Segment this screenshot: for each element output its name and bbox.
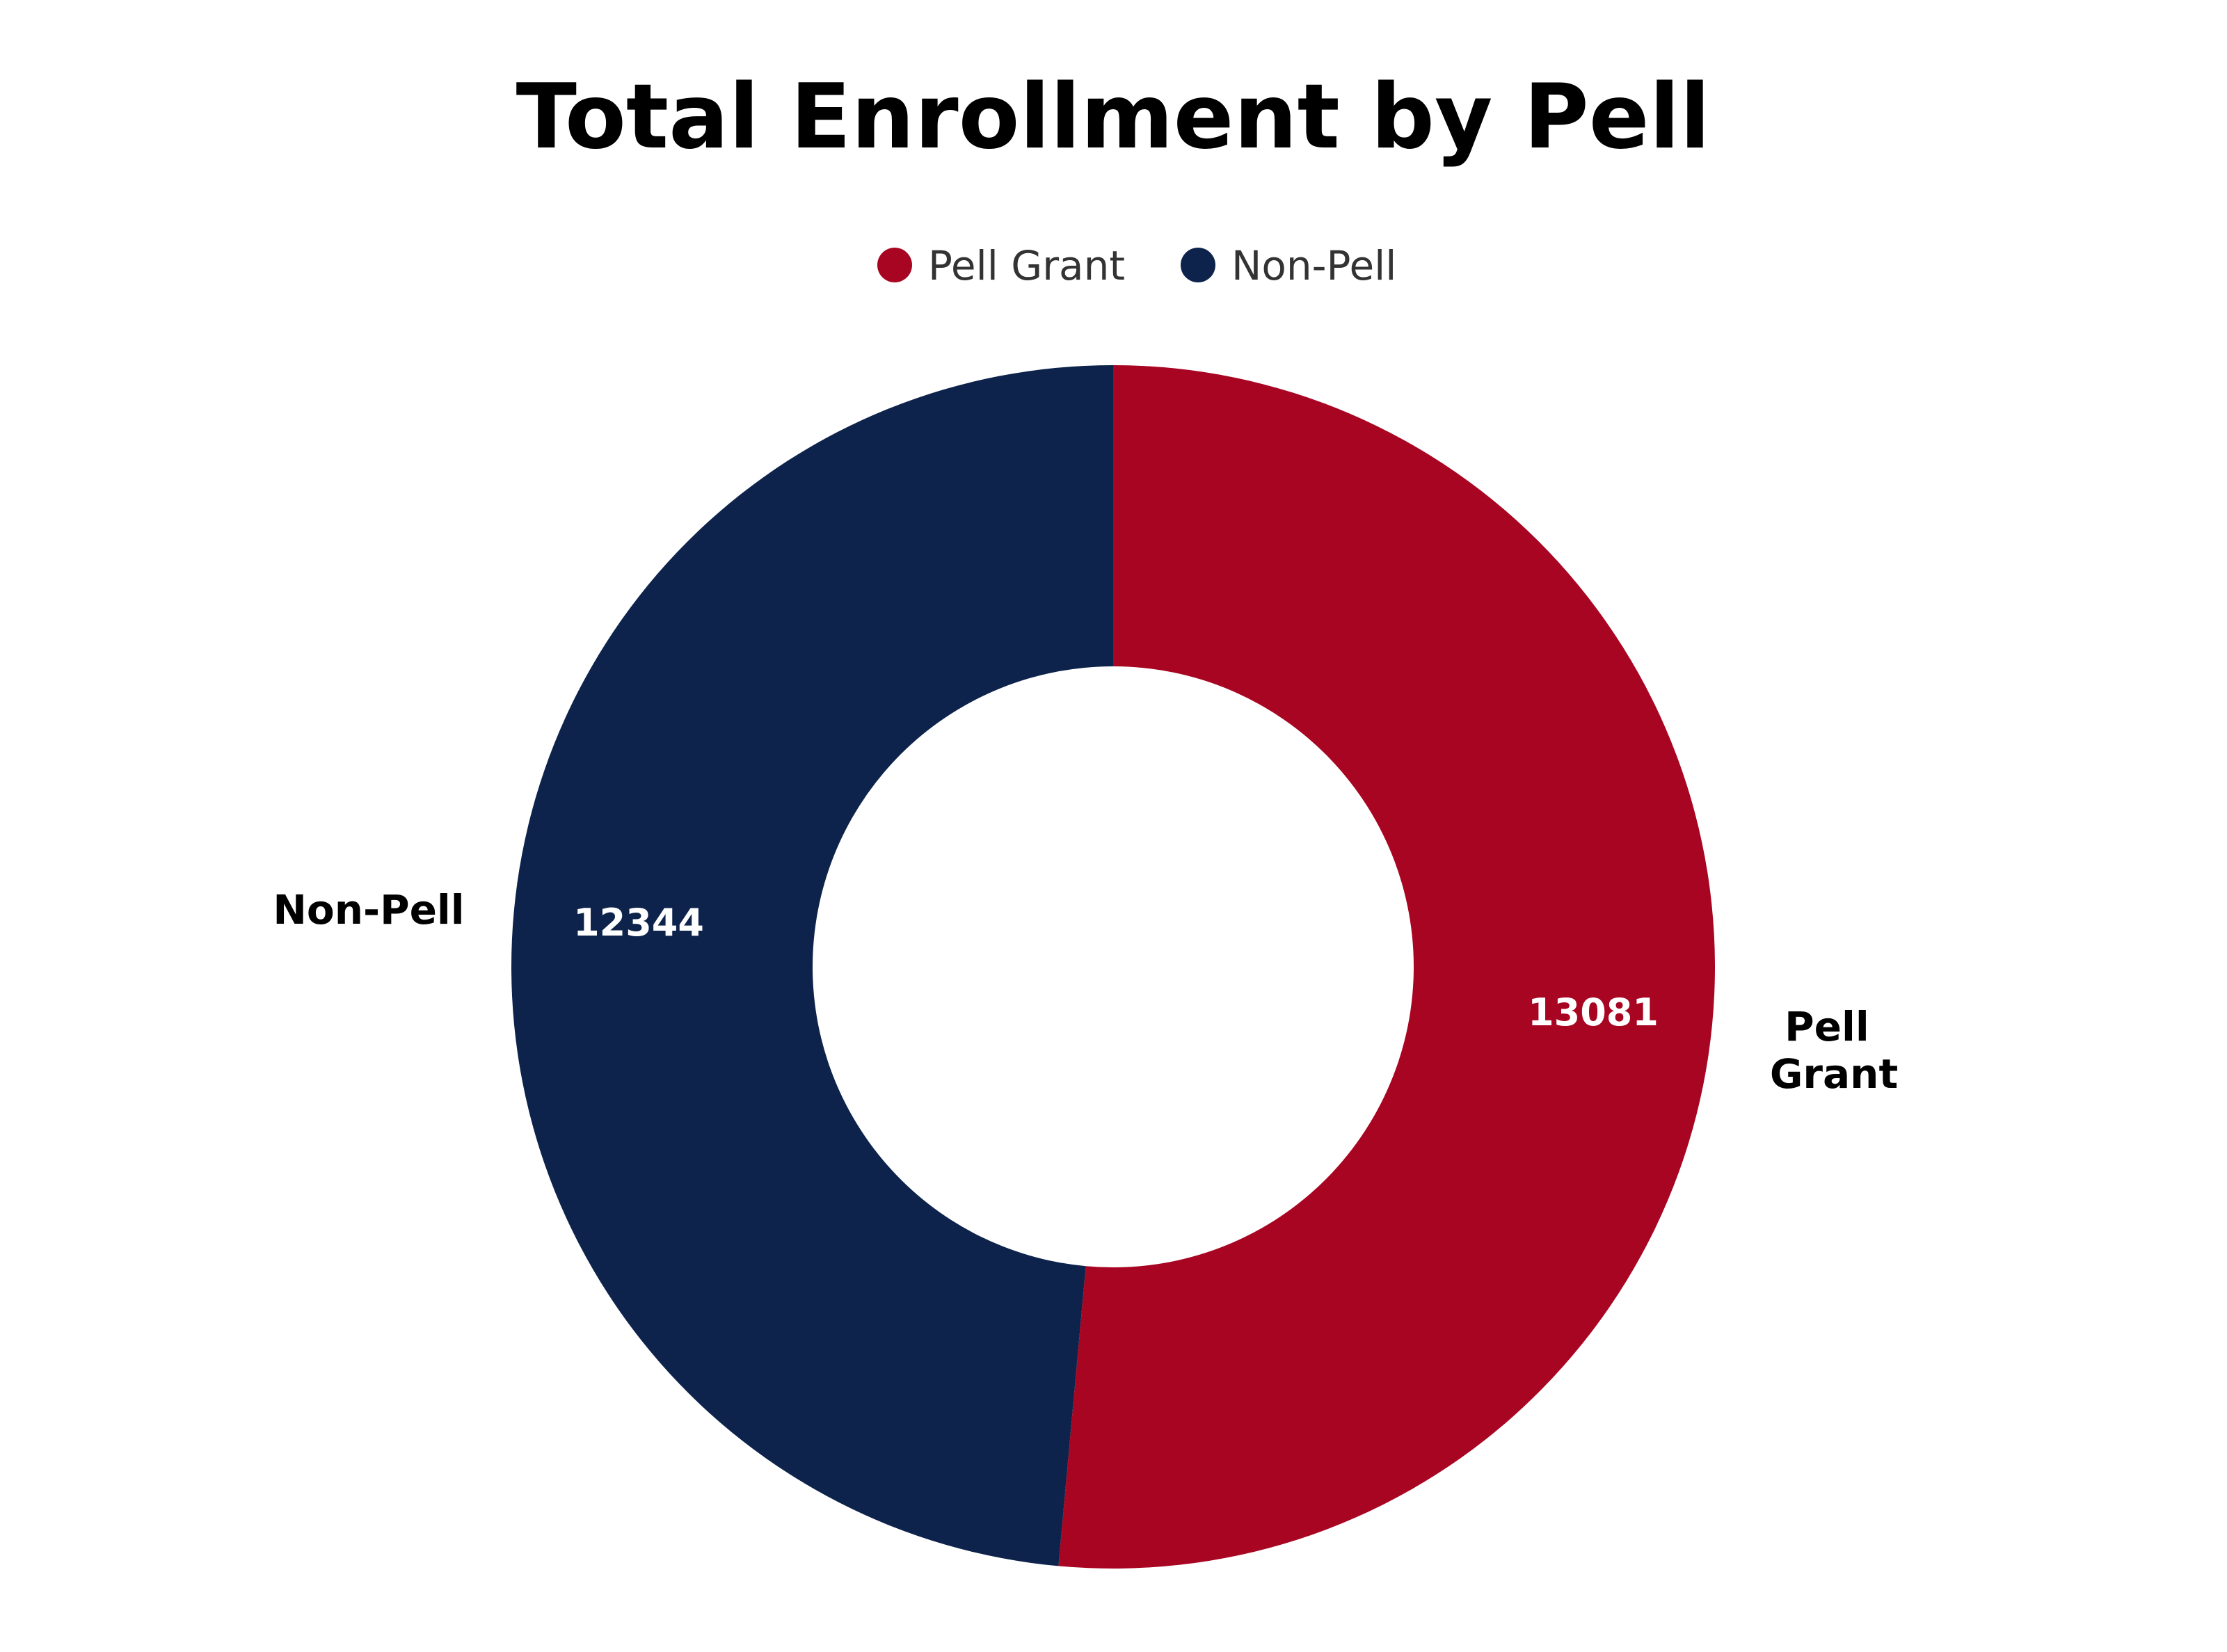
slice-outer-label-pell-grant-line2: Grant xyxy=(1770,1050,1898,1098)
slice-outer-label-pell-grant: Pell Grant xyxy=(1770,1003,1898,1098)
legend-label-non-pell: Non-Pell xyxy=(1231,242,1396,289)
legend-item-pell-grant[interactable]: Pell Grant xyxy=(877,242,1125,289)
slice-outer-label-pell-grant-line1: Pell xyxy=(1785,1003,1869,1050)
legend-marker-pell-grant xyxy=(877,248,912,282)
legend-item-non-pell[interactable]: Non-Pell xyxy=(1181,242,1396,289)
chart-title: Total Enrollment by Pell xyxy=(516,65,1711,169)
slice-non-pell[interactable] xyxy=(511,365,1113,1566)
legend: Pell Grant Non-Pell xyxy=(877,242,1396,289)
slice-pell-grant[interactable] xyxy=(1058,365,1716,1569)
legend-label-pell-grant: Pell Grant xyxy=(928,242,1125,289)
slice-value-pell-grant: 13081 xyxy=(1528,991,1659,1034)
donut-slices xyxy=(511,365,1716,1569)
legend-marker-non-pell xyxy=(1181,248,1215,282)
slice-outer-label-non-pell: Non-Pell xyxy=(273,886,464,933)
slice-value-non-pell: 12344 xyxy=(573,901,704,945)
